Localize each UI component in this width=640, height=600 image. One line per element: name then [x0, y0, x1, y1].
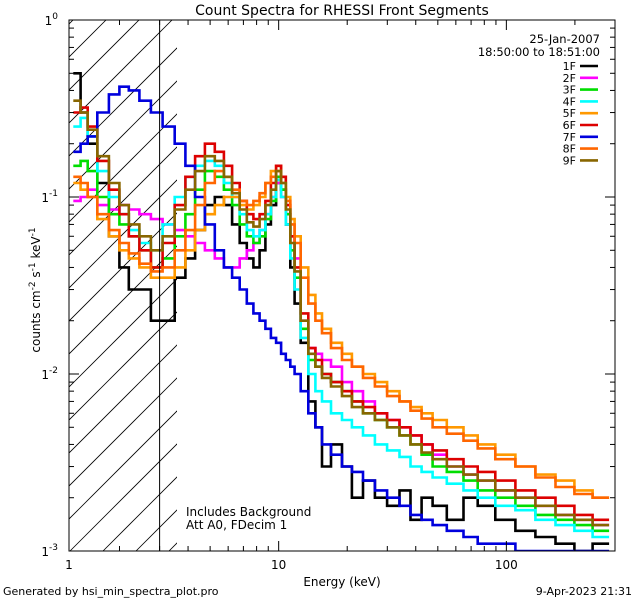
y-tick-base: 1 [45, 14, 53, 28]
hatch-line [69, 20, 140, 91]
legend-label: 3F [563, 84, 576, 97]
y-tick-label: 1-2 [41, 366, 58, 382]
y-tick-base: 1 [41, 191, 49, 205]
legend-label: 1F [563, 60, 576, 73]
legend-label: 2F [563, 72, 576, 85]
hatch-line [69, 20, 173, 124]
hatch-line [102, 476, 177, 551]
chart-title: Count Spectra for RHESSI Front Segments [195, 3, 489, 19]
y-tick-exponent: -3 [49, 543, 58, 553]
series-7F [73, 85, 610, 551]
y-axis-label: counts cm-2 s-1 keV-1 [28, 227, 43, 352]
legend-label: 4F [563, 95, 576, 108]
hatch-line [69, 377, 177, 487]
y-axis: 101-11-21-3 [41, 12, 615, 559]
y-tick-base: 1 [41, 368, 49, 382]
y-tick-exponent: -1 [49, 189, 58, 199]
x-axis: 1 10 100 [65, 20, 616, 572]
legend-label: 8F [563, 143, 576, 156]
x-tick-label: 1 [65, 558, 73, 572]
hatch-line [0, 0, 109, 551]
y-tick-base: 1 [41, 545, 49, 559]
y-tick-label: 1-3 [41, 543, 58, 559]
date-label: 25-Jan-2007 [529, 32, 600, 46]
x-tick-label: 10 [271, 558, 286, 572]
series-6F [73, 106, 610, 522]
annotation-attenuator: Att A0, FDecim 1 [186, 518, 287, 532]
footer-generated-by: Generated by hsi_min_spectra_plot.pro [3, 585, 219, 598]
hatch-line [69, 47, 177, 157]
series-4F [73, 116, 610, 539]
hatch-line [69, 113, 177, 223]
y-tick-label: 10 [45, 12, 59, 28]
hatch-line [69, 20, 74, 25]
series-1F [73, 72, 610, 551]
hatch-line [69, 20, 107, 58]
series-9F [73, 99, 610, 527]
hatch-line [69, 443, 177, 551]
hatch-line [69, 146, 177, 256]
hatched-region [0, 0, 640, 551]
hatch-line [268, 0, 640, 551]
plot-frame [68, 19, 616, 552]
legend-label: 9F [563, 154, 576, 167]
y-tick-exponent: -2 [49, 366, 58, 376]
series-layer [73, 72, 610, 551]
hatch-line [69, 245, 177, 355]
hatch-line [69, 179, 177, 289]
hatch-line [69, 278, 177, 388]
hatch-line [69, 344, 177, 454]
legend-label: 6F [563, 119, 576, 132]
legend-label: 5F [563, 107, 576, 120]
y-tick-label: 1-1 [41, 189, 58, 205]
hatch-line [69, 212, 177, 322]
hatch-line [69, 410, 177, 520]
time-range-label: 18:50:00 to 18:51:00 [478, 45, 600, 59]
hatch-line [69, 80, 177, 190]
legend-label: 7F [563, 131, 576, 144]
footer-timestamp: 9-Apr-2023 21:31 [536, 585, 632, 598]
annotation-background: Includes Background [186, 505, 311, 519]
y-tick-exponent: 0 [52, 12, 58, 22]
series-8F [73, 169, 610, 499]
x-axis-label: Energy (keV) [303, 575, 380, 589]
x-tick-label: 100 [495, 558, 518, 572]
